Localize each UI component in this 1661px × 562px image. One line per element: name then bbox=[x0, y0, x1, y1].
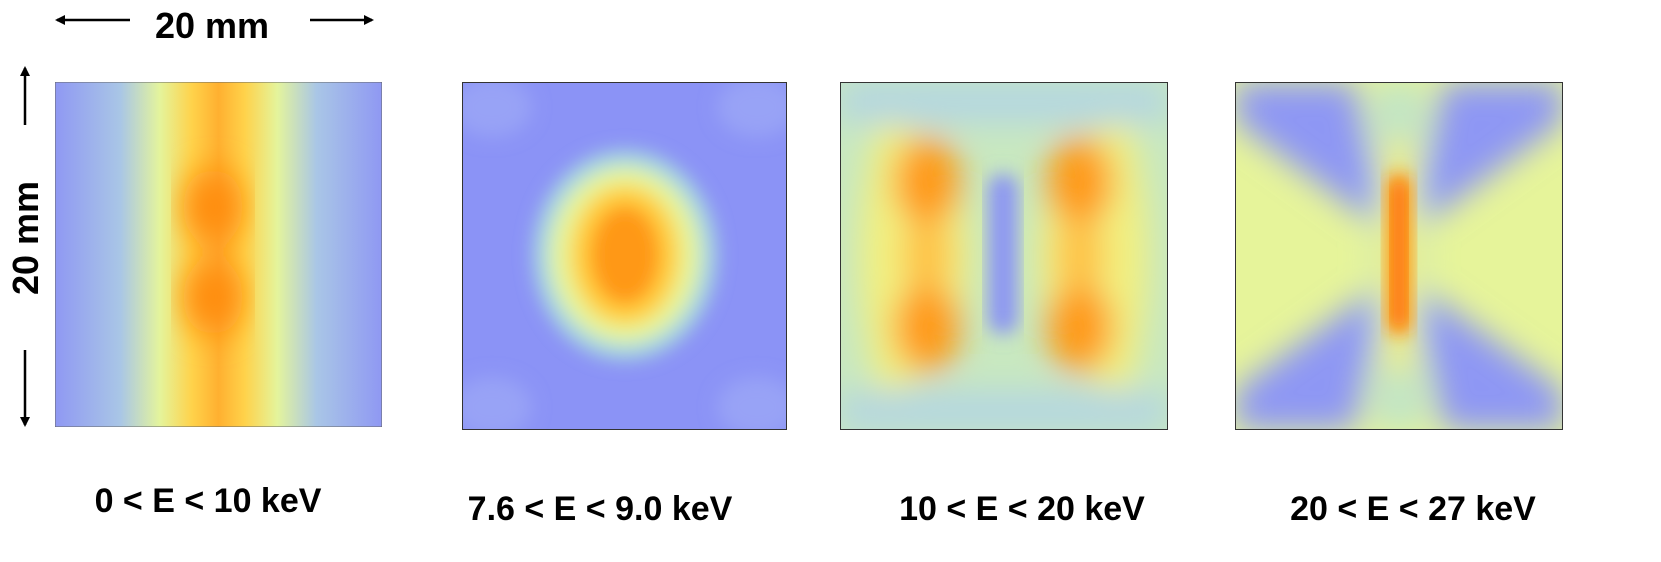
figure: 20 mm 20 mm bbox=[0, 0, 1661, 557]
panel-label: 10 < E < 20 keV bbox=[899, 490, 1145, 528]
vertical-scale: 20 mm bbox=[5, 181, 46, 295]
heatmap bbox=[55, 82, 382, 427]
panel-label: 20 < E < 27 keV bbox=[1290, 490, 1536, 528]
horizontal-scale: 20 mm bbox=[155, 5, 269, 46]
panel-label: 0 < E < 10 keV bbox=[95, 482, 322, 520]
heatmap bbox=[452, 77, 797, 437]
panel-label: 7.6 < E < 9.0 keV bbox=[468, 490, 733, 528]
heatmap bbox=[840, 82, 1168, 430]
heatmap bbox=[1235, 82, 1563, 430]
